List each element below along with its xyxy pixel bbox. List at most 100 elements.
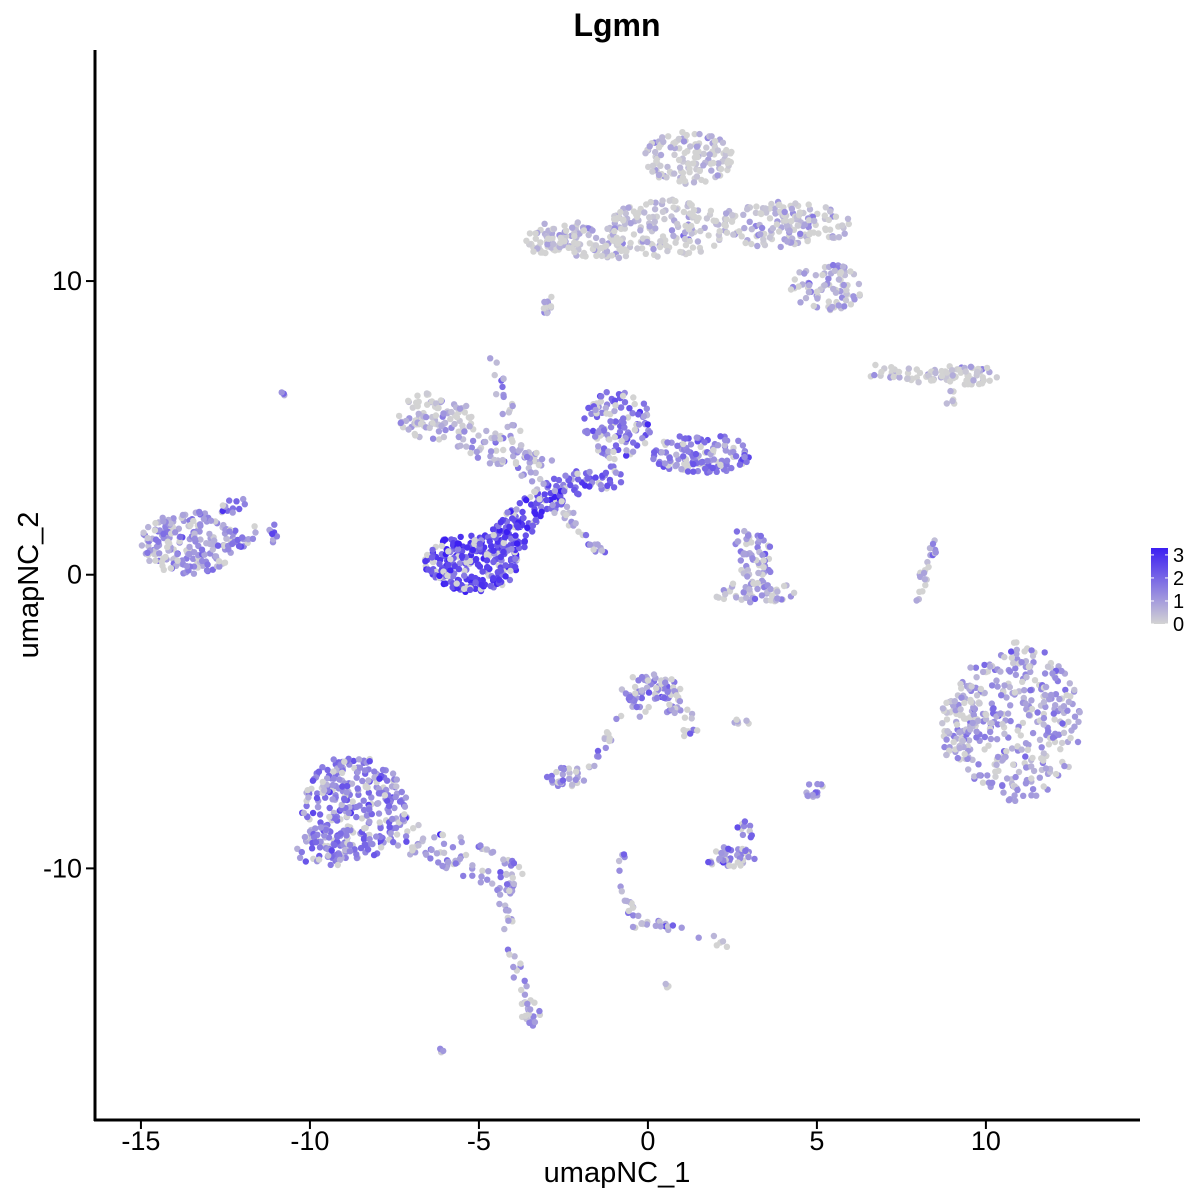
data-point xyxy=(694,727,701,734)
data-point xyxy=(240,495,247,503)
data-point xyxy=(575,528,582,535)
data-point xyxy=(638,687,645,694)
data-point xyxy=(649,168,656,175)
data-point xyxy=(978,380,986,387)
data-point xyxy=(452,860,459,867)
data-point xyxy=(606,454,613,462)
data-point xyxy=(518,986,525,994)
data-point xyxy=(979,779,987,786)
data-point xyxy=(390,838,397,846)
data-point xyxy=(462,851,470,859)
data-point xyxy=(211,537,218,544)
data-point xyxy=(1040,783,1047,790)
data-point xyxy=(1012,671,1020,679)
data-point xyxy=(664,439,671,446)
data-point xyxy=(999,756,1006,763)
data-point xyxy=(461,572,468,579)
data-point xyxy=(694,153,701,161)
data-point xyxy=(612,442,620,449)
data-point xyxy=(993,736,1001,743)
data-point xyxy=(690,468,697,475)
data-point xyxy=(964,755,971,762)
data-point xyxy=(753,203,760,210)
data-point xyxy=(1024,746,1032,753)
data-point xyxy=(805,201,812,208)
data-point xyxy=(968,683,975,690)
data-point xyxy=(553,768,560,776)
data-point xyxy=(711,138,719,145)
data-point xyxy=(666,454,673,461)
data-point xyxy=(201,551,208,558)
data-point xyxy=(630,912,637,919)
data-point xyxy=(455,428,462,435)
data-point xyxy=(1012,797,1019,804)
data-point xyxy=(415,410,422,417)
data-point xyxy=(503,870,510,878)
data-point xyxy=(190,570,198,577)
data-point xyxy=(456,405,464,412)
data-point xyxy=(730,231,737,238)
data-point xyxy=(442,426,449,434)
data-point xyxy=(296,854,304,861)
data-point xyxy=(722,591,729,598)
data-point xyxy=(363,812,371,819)
data-point xyxy=(588,410,595,417)
data-point xyxy=(1041,670,1049,677)
data-point xyxy=(739,831,747,839)
data-point xyxy=(840,281,847,289)
data-point xyxy=(678,924,685,931)
data-point xyxy=(487,582,494,590)
data-point xyxy=(684,448,692,455)
data-point xyxy=(401,803,409,810)
data-point xyxy=(710,932,718,940)
data-point xyxy=(314,790,321,797)
data-point xyxy=(611,227,618,235)
data-point xyxy=(506,951,513,958)
data-point xyxy=(994,683,1001,690)
data-point xyxy=(547,303,555,310)
data-point xyxy=(742,239,749,247)
data-point xyxy=(353,851,360,858)
data-point xyxy=(636,713,643,720)
data-point xyxy=(460,585,468,593)
data-point xyxy=(604,225,611,232)
data-point xyxy=(1025,663,1033,671)
data-point xyxy=(1065,698,1073,706)
data-point xyxy=(331,841,338,849)
data-point xyxy=(841,303,848,310)
data-point xyxy=(209,546,217,553)
data-point xyxy=(1064,707,1071,714)
data-point xyxy=(895,368,903,376)
data-point xyxy=(356,764,364,771)
data-point xyxy=(684,148,691,155)
data-point xyxy=(815,230,822,237)
data-point xyxy=(308,845,316,852)
data-point xyxy=(675,156,683,164)
data-point xyxy=(682,460,690,467)
data-point xyxy=(468,444,475,451)
data-point xyxy=(483,557,491,564)
data-point xyxy=(721,442,728,449)
data-point xyxy=(997,710,1004,717)
data-point xyxy=(772,210,779,217)
data-point xyxy=(780,582,788,590)
data-point xyxy=(993,677,1000,684)
data-point xyxy=(967,698,975,706)
data-point xyxy=(1075,718,1082,725)
data-point xyxy=(543,309,551,317)
data-point xyxy=(655,144,663,151)
data-point xyxy=(959,712,966,719)
data-point xyxy=(760,564,767,571)
data-point xyxy=(673,692,680,699)
data-point xyxy=(949,397,956,405)
data-point xyxy=(483,552,490,559)
data-point xyxy=(448,408,455,416)
data-point xyxy=(447,567,454,574)
y-tick-label: 10 xyxy=(52,266,82,296)
data-point xyxy=(717,165,725,173)
data-point xyxy=(422,558,429,565)
data-point xyxy=(736,461,744,468)
data-point xyxy=(527,469,534,476)
data-point xyxy=(365,777,372,784)
data-point xyxy=(302,858,309,865)
